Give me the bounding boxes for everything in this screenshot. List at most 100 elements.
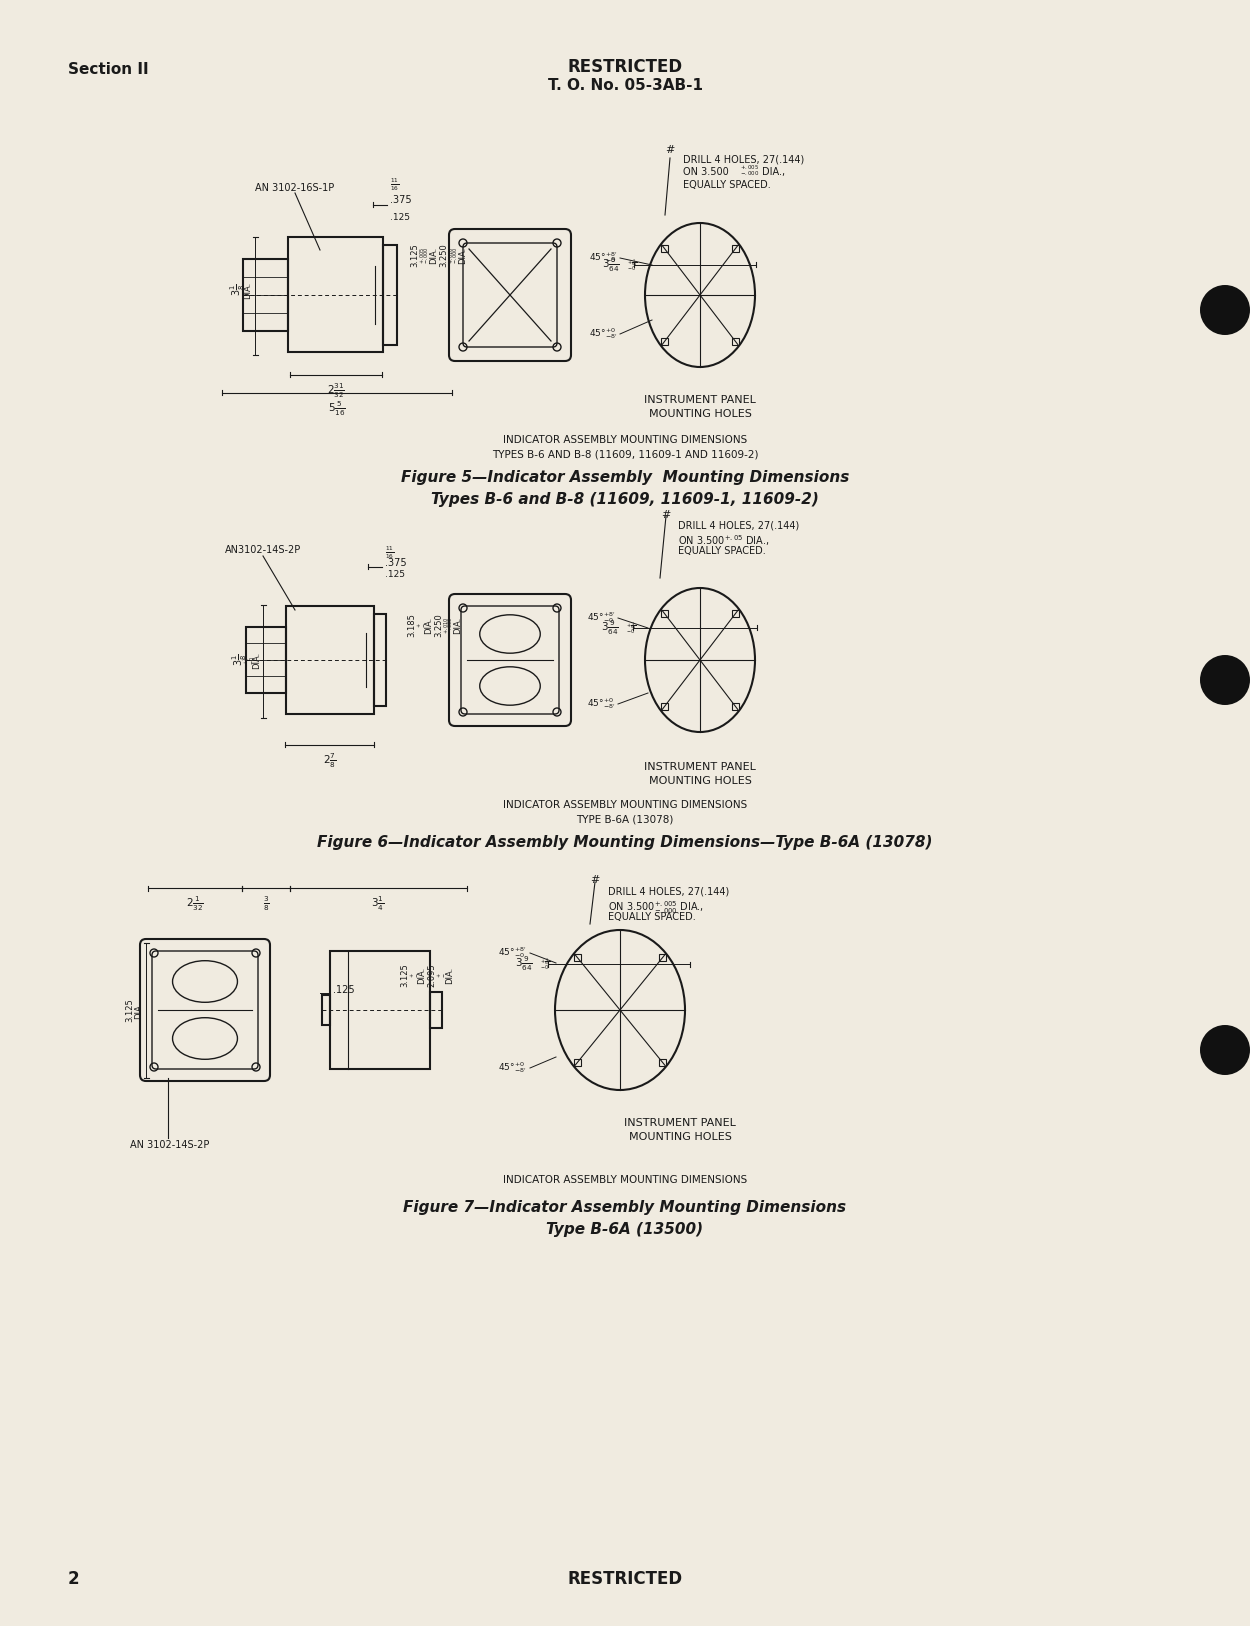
- Text: DIA.: DIA.: [459, 247, 468, 263]
- Text: DRILL 4 HOLES, 27(.144): DRILL 4 HOLES, 27(.144): [608, 886, 729, 896]
- Text: .125: .125: [332, 985, 355, 995]
- Text: INSTRUMENT PANEL: INSTRUMENT PANEL: [644, 395, 756, 405]
- Text: #: #: [661, 511, 671, 520]
- Text: $^{+}_{-}$: $^{+}_{-}$: [416, 623, 426, 628]
- Text: DIA.: DIA.: [425, 616, 434, 634]
- Text: MOUNTING HOLES: MOUNTING HOLES: [629, 1132, 731, 1141]
- Bar: [661, 610, 668, 616]
- Text: ON 3.500$^{+.05}$ DIA.,: ON 3.500$^{+.05}$ DIA.,: [678, 533, 770, 548]
- Text: DIA.: DIA.: [244, 281, 252, 299]
- Circle shape: [1200, 285, 1250, 335]
- Text: $3\frac{9}{64}$: $3\frac{9}{64}$: [601, 620, 619, 637]
- Text: 45°$^{+0}_{-8^{\prime}}$: 45°$^{+0}_{-8^{\prime}}$: [499, 1060, 528, 1075]
- Text: $3\frac{1}{8}$: $3\frac{1}{8}$: [229, 283, 248, 296]
- Bar: [574, 954, 581, 961]
- Bar: [286, 606, 374, 714]
- Text: $^{+\frac{1}{2}}_{-0}$: $^{+\frac{1}{2}}_{-0}$: [241, 655, 258, 665]
- Text: 45°$^{+0}_{-8^{\prime}}$: 45°$^{+0}_{-8^{\prime}}$: [590, 327, 618, 341]
- Text: 3.125: 3.125: [400, 963, 410, 987]
- Text: $2\frac{31}{32}$: $2\frac{31}{32}$: [328, 382, 345, 400]
- Text: Type B-6A (13500): Type B-6A (13500): [546, 1223, 704, 1237]
- Text: $2\frac{1}{32}$: $2\frac{1}{32}$: [186, 894, 204, 914]
- Bar: [322, 995, 330, 1024]
- Text: ON 3.500$^{+.005}_{-.000}$ DIA.,: ON 3.500$^{+.005}_{-.000}$ DIA.,: [608, 899, 704, 915]
- Text: DIA.: DIA.: [253, 652, 261, 668]
- Text: $^{+\frac{1}{64}}_{-0}$: $^{+\frac{1}{64}}_{-0}$: [626, 620, 636, 636]
- Text: $3\frac{9}{64}$: $3\frac{9}{64}$: [602, 255, 620, 275]
- Text: 2.095: 2.095: [428, 963, 436, 987]
- Circle shape: [1200, 655, 1250, 706]
- Text: DIA.: DIA.: [430, 247, 439, 263]
- Text: MOUNTING HOLES: MOUNTING HOLES: [649, 410, 751, 420]
- Text: 3.125: 3.125: [125, 998, 135, 1021]
- Bar: [330, 951, 430, 1068]
- Bar: [661, 244, 668, 252]
- Text: 3.185: 3.185: [408, 613, 416, 637]
- Text: T. O. No. 05-3AB-1: T. O. No. 05-3AB-1: [548, 78, 702, 93]
- Bar: [732, 244, 739, 252]
- Text: $^{+.010}_{-.000}$: $^{+.010}_{-.000}$: [448, 246, 461, 263]
- Circle shape: [1200, 1024, 1250, 1075]
- Text: 45°$^{+8^{\prime}}_{-0}$: 45°$^{+8^{\prime}}_{-0}$: [588, 610, 616, 626]
- Text: Figure 6—Indicator Assembly Mounting Dimensions—Type B-6A (13078): Figure 6—Indicator Assembly Mounting Dim…: [318, 836, 932, 850]
- Bar: [659, 1059, 666, 1065]
- Text: $^{+}_{-}$: $^{+}_{-}$: [436, 972, 446, 977]
- Text: RESTRICTED: RESTRICTED: [568, 1571, 682, 1589]
- Text: TYPE B-6A (13078): TYPE B-6A (13078): [576, 815, 674, 824]
- Bar: [661, 704, 668, 711]
- Text: $^{+.005}_{-.000}$: $^{+.005}_{-.000}$: [419, 246, 431, 263]
- Text: INDICATOR ASSEMBLY MOUNTING DIMENSIONS: INDICATOR ASSEMBLY MOUNTING DIMENSIONS: [503, 436, 748, 446]
- Text: EQUALLY SPACED.: EQUALLY SPACED.: [608, 912, 696, 922]
- Text: $\frac{11}{16}$: $\frac{11}{16}$: [390, 177, 400, 193]
- Bar: [661, 338, 668, 345]
- Text: EQUALLY SPACED.: EQUALLY SPACED.: [682, 180, 771, 190]
- Text: Figure 5—Indicator Assembly  Mounting Dimensions: Figure 5—Indicator Assembly Mounting Dim…: [401, 470, 849, 485]
- Text: AN 3102-14S-2P: AN 3102-14S-2P: [130, 1140, 210, 1150]
- Bar: [732, 610, 739, 616]
- Text: 45°$^{+0}_{-8^{\prime}}$: 45°$^{+0}_{-8^{\prime}}$: [588, 696, 616, 712]
- Text: AN 3102-16S-1P: AN 3102-16S-1P: [255, 184, 334, 193]
- Text: TYPES B-6 AND B-8 (11609, 11609-1 AND 11609-2): TYPES B-6 AND B-8 (11609, 11609-1 AND 11…: [491, 449, 759, 459]
- Text: 3.125: 3.125: [410, 244, 420, 267]
- Bar: [242, 259, 288, 332]
- Text: 2: 2: [68, 1571, 80, 1589]
- Text: .375: .375: [385, 558, 406, 567]
- Text: Types B-6 and B-8 (11609, 11609-1, 11609-2): Types B-6 and B-8 (11609, 11609-1, 11609…: [431, 493, 819, 507]
- Text: $^{+}_{-}$: $^{+}_{-}$: [409, 972, 419, 977]
- Text: DIA.: DIA.: [135, 1002, 144, 1018]
- Text: $\frac{3}{8}$: $\frac{3}{8}$: [262, 894, 269, 914]
- Text: $^{+\frac{1}{64}}_{-0}$: $^{+\frac{1}{64}}_{-0}$: [628, 257, 638, 273]
- Text: .375: .375: [390, 195, 411, 205]
- Text: .125: .125: [390, 213, 410, 221]
- Text: INDICATOR ASSEMBLY MOUNTING DIMENSIONS: INDICATOR ASSEMBLY MOUNTING DIMENSIONS: [503, 800, 748, 810]
- Text: .125: .125: [385, 569, 405, 579]
- Text: #: #: [665, 145, 675, 154]
- Bar: [288, 237, 382, 353]
- Text: ON 3.500: ON 3.500: [682, 167, 729, 177]
- Bar: [374, 615, 386, 706]
- Text: $\frac{11}{16}$: $\frac{11}{16}$: [385, 545, 395, 561]
- Text: AN3102-14S-2P: AN3102-14S-2P: [225, 545, 301, 554]
- Text: RESTRICTED: RESTRICTED: [568, 59, 682, 76]
- Text: INDICATOR ASSEMBLY MOUNTING DIMENSIONS: INDICATOR ASSEMBLY MOUNTING DIMENSIONS: [503, 1176, 748, 1185]
- Text: $3\frac{1}{8}$: $3\frac{1}{8}$: [231, 654, 249, 667]
- Bar: [246, 628, 286, 693]
- Text: 3.250: 3.250: [440, 244, 449, 267]
- Text: EQUALLY SPACED.: EQUALLY SPACED.: [678, 546, 766, 556]
- Bar: [732, 704, 739, 711]
- Text: DIA.: DIA.: [445, 966, 455, 984]
- Text: $2\frac{7}{8}$: $2\frac{7}{8}$: [324, 751, 336, 771]
- Text: $5\frac{5}{16}$: $5\frac{5}{16}$: [328, 400, 346, 418]
- Text: #: #: [590, 875, 600, 885]
- Text: Section II: Section II: [68, 62, 149, 76]
- Bar: [732, 338, 739, 345]
- Text: $^{+.010}_{-.000}$: $^{+.010}_{-.000}$: [442, 616, 456, 634]
- Text: Figure 7—Indicator Assembly Mounting Dimensions: Figure 7—Indicator Assembly Mounting Dim…: [404, 1200, 846, 1215]
- Bar: [574, 1059, 581, 1065]
- Text: MOUNTING HOLES: MOUNTING HOLES: [649, 776, 751, 785]
- Text: DIA.: DIA.: [418, 966, 426, 984]
- Bar: [382, 246, 396, 345]
- Text: $^{+\frac{1}{64}}_{-0}$: $^{+\frac{1}{64}}_{-0}$: [540, 956, 550, 972]
- Text: DRILL 4 HOLES, 27(.144): DRILL 4 HOLES, 27(.144): [678, 520, 799, 530]
- Text: $3\frac{1}{4}$: $3\frac{1}{4}$: [371, 894, 385, 914]
